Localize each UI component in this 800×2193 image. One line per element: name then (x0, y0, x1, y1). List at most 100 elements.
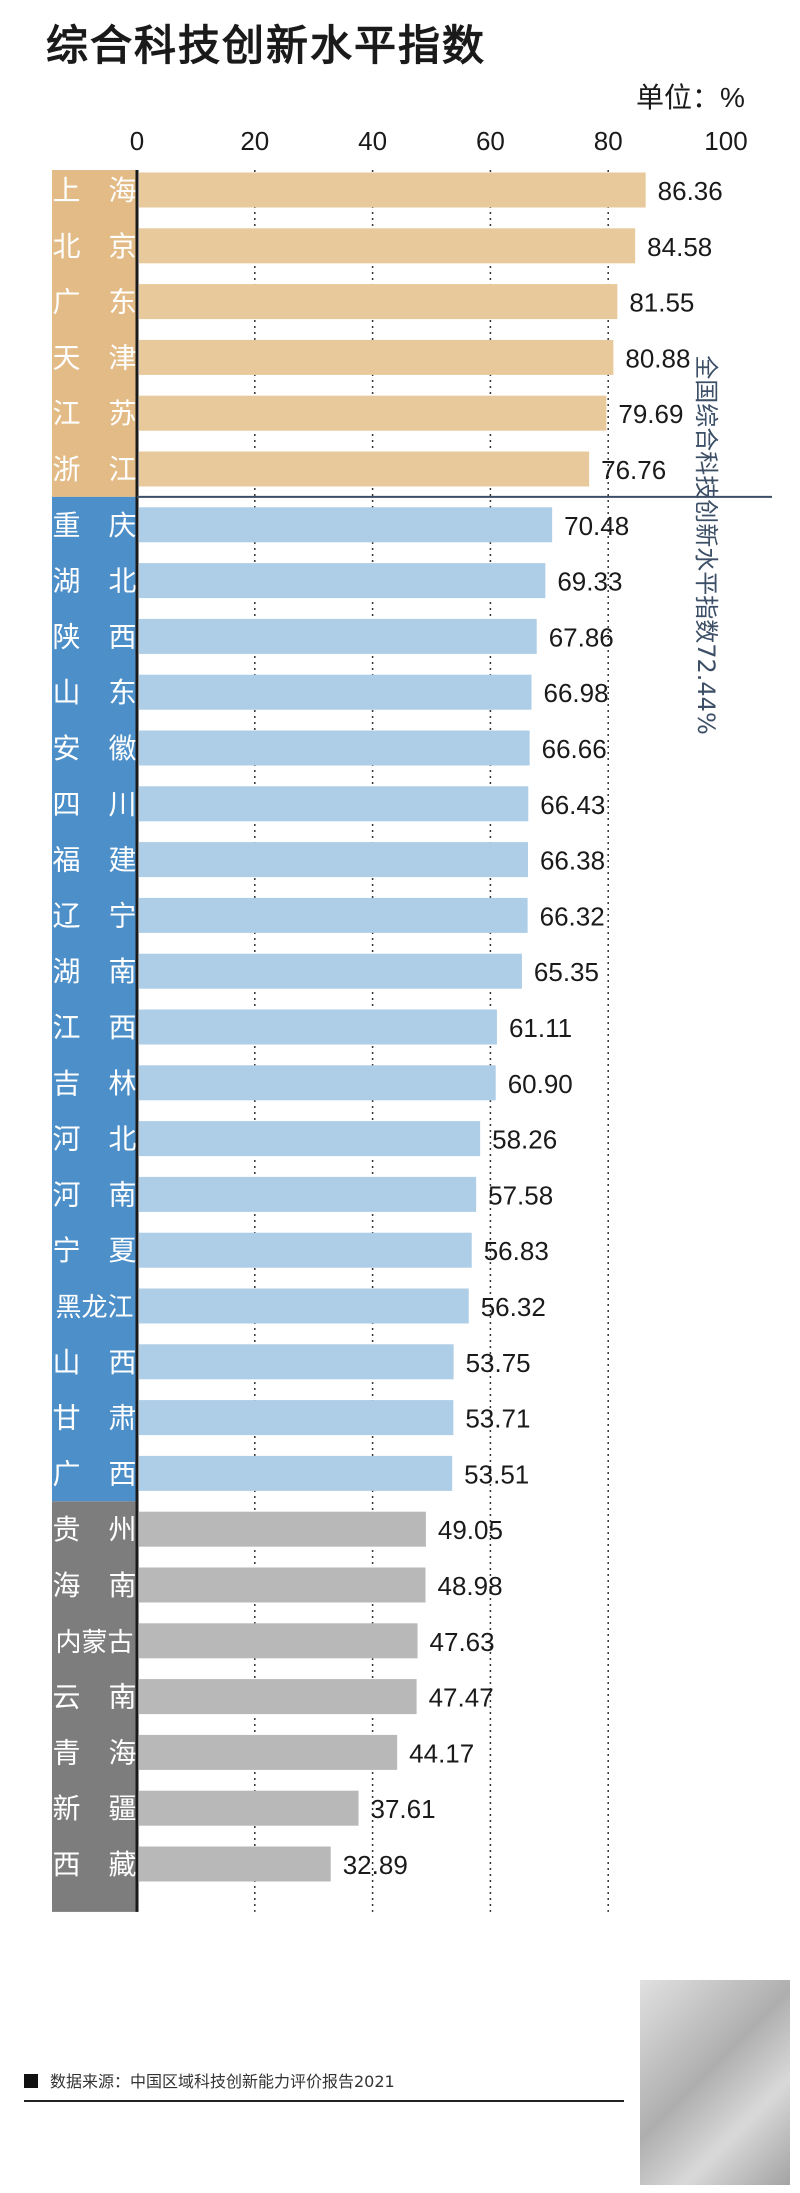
value-label: 57.58 (488, 1180, 553, 1210)
value-label: 48.98 (437, 1571, 502, 1601)
bar (139, 1176, 477, 1212)
bar (139, 1623, 418, 1659)
value-label: 69.33 (557, 567, 622, 597)
x-tick-label: 80 (594, 126, 623, 156)
bar (139, 1734, 398, 1770)
bar (139, 284, 618, 320)
x-tick-label: 100 (704, 126, 747, 156)
value-label: 81.55 (629, 288, 694, 318)
value-label: 66.32 (540, 901, 605, 931)
value-label: 66.66 (542, 734, 607, 764)
category-label: 江 西 (52, 1011, 136, 1044)
value-label: 84.58 (647, 232, 712, 262)
bar (139, 1511, 426, 1547)
value-label: 58.26 (492, 1125, 557, 1155)
category-label: 四 川 (52, 788, 136, 821)
value-label: 53.75 (466, 1348, 531, 1378)
value-label: 67.86 (549, 622, 614, 652)
bar (139, 842, 528, 878)
value-label: 61.11 (509, 1013, 572, 1043)
category-label: 北 京 (52, 230, 136, 263)
category-label: 辽 宁 (52, 899, 136, 932)
category-label: 山 西 (52, 1346, 136, 1379)
page-title: 综合科技创新水平指数 (46, 21, 487, 70)
x-tick-label: 40 (358, 126, 387, 156)
bar (139, 228, 636, 264)
bar (139, 730, 530, 766)
category-label: 重 庆 (52, 509, 136, 542)
value-label: 56.32 (481, 1292, 546, 1322)
value-label: 56.83 (484, 1236, 549, 1266)
category-label: 陕 西 (52, 620, 136, 653)
tier-2-label-band (52, 496, 137, 1502)
bar (139, 563, 546, 599)
category-label: 湖 北 (52, 565, 136, 598)
category-label: 吉 林 (52, 1067, 136, 1100)
bar (139, 1009, 497, 1045)
value-label: 66.38 (540, 846, 605, 876)
bar (139, 1679, 417, 1715)
category-label: 上 海 (52, 174, 136, 207)
value-label: 32.89 (343, 1850, 408, 1880)
category-label: 湖 南 (52, 955, 136, 988)
bar (139, 1121, 481, 1157)
national-average-annotation: 全国综合科技创新水平指数72.44% (692, 355, 720, 735)
value-label: 37.61 (371, 1794, 436, 1824)
source-divider (24, 2100, 624, 2102)
category-label: 黑龙江 (55, 1293, 133, 1323)
value-label: 66.43 (540, 790, 605, 820)
tier-1-label-band (52, 170, 137, 497)
bar (139, 1232, 472, 1268)
blurred-watermark (640, 1980, 790, 2185)
category-label: 青 海 (52, 1736, 136, 1769)
category-label: 浙 江 (52, 453, 136, 486)
category-label: 山 东 (52, 676, 136, 709)
category-label: 河 北 (52, 1123, 136, 1156)
value-label: 44.17 (409, 1738, 474, 1768)
bar (139, 1344, 454, 1380)
bar (139, 618, 537, 654)
bar (139, 1790, 359, 1826)
value-label: 79.69 (618, 399, 683, 429)
value-label: 80.88 (625, 343, 690, 373)
bar (139, 1455, 453, 1491)
tier-3-label-band (52, 1501, 137, 1912)
x-tick-label: 60 (476, 126, 505, 156)
bar (139, 1065, 496, 1101)
bar (139, 451, 590, 487)
value-label: 65.35 (534, 957, 599, 987)
bar (139, 395, 607, 431)
value-label: 53.51 (464, 1459, 529, 1489)
category-label: 内蒙古 (55, 1628, 133, 1658)
bar (139, 1400, 454, 1436)
x-tick-label: 0 (130, 126, 144, 156)
value-label: 60.90 (508, 1069, 573, 1099)
value-label: 66.98 (544, 678, 609, 708)
category-label: 安 徽 (52, 732, 136, 765)
value-label: 86.36 (658, 176, 723, 206)
value-label: 49.05 (438, 1515, 503, 1545)
category-label: 甘 肃 (52, 1402, 136, 1435)
category-label: 西 藏 (52, 1848, 136, 1881)
bar (139, 1567, 426, 1603)
bar (139, 339, 614, 375)
value-label: 47.47 (429, 1683, 494, 1713)
value-label: 47.63 (430, 1627, 495, 1657)
bar (139, 786, 529, 822)
category-label: 河 南 (52, 1178, 136, 1211)
category-label: 贵 州 (52, 1513, 136, 1546)
bar (139, 1846, 331, 1882)
category-label: 海 南 (52, 1569, 136, 1602)
category-label: 天 津 (52, 341, 136, 374)
source-note: 数据来源：中国区域科技创新能力评价报告2021 (24, 2068, 395, 2092)
source-text: 数据来源：中国区域科技创新能力评价报告2021 (50, 2072, 395, 2091)
value-label: 70.48 (564, 511, 629, 541)
category-label: 新 疆 (52, 1792, 136, 1825)
bar (139, 674, 532, 710)
category-label: 江 苏 (52, 397, 136, 430)
unit-label: 单位：% (636, 82, 745, 113)
bar (139, 953, 522, 989)
value-label: 53.71 (465, 1404, 530, 1434)
category-label: 福 建 (52, 844, 136, 877)
